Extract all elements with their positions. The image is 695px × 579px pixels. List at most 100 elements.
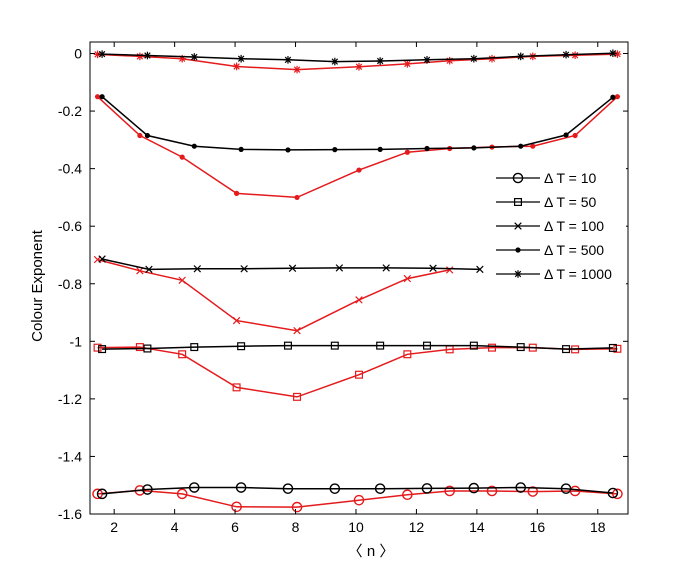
data-point — [282, 483, 294, 494]
data-point — [560, 483, 572, 494]
data-point — [145, 265, 153, 274]
data-point — [613, 344, 622, 353]
y-tick-label: -1.2 — [58, 391, 82, 407]
data-point — [563, 132, 569, 138]
x-tick-label: 8 — [292, 519, 300, 535]
data-point — [516, 52, 525, 61]
data-point — [377, 146, 383, 152]
data-point — [96, 488, 108, 500]
y-tick-label: -0.6 — [58, 218, 82, 234]
data-point — [237, 342, 246, 351]
data-point — [142, 484, 153, 495]
series-line — [97, 346, 618, 398]
series-circle-black — [96, 482, 619, 500]
data-point — [429, 264, 437, 272]
data-point — [355, 296, 363, 304]
series-square-red — [93, 343, 622, 401]
data-point — [232, 316, 241, 325]
data-point — [530, 143, 536, 149]
series-square-black — [98, 341, 617, 354]
legend-item: Δ T = 100 — [496, 218, 604, 234]
data-point — [135, 343, 144, 352]
legend-label: Δ T = 10 — [544, 170, 597, 186]
data-point — [374, 483, 386, 494]
data-point — [98, 50, 106, 58]
series-line — [97, 258, 450, 332]
legend-item: Δ T = 50 — [496, 194, 597, 210]
data-point — [144, 132, 151, 139]
data-point — [469, 341, 478, 350]
data-point — [190, 343, 199, 352]
data-point — [562, 345, 571, 354]
x-tick-label: 18 — [590, 519, 606, 535]
y-tick-label: -0.4 — [58, 161, 82, 177]
data-point — [356, 167, 362, 173]
data-point — [470, 54, 478, 63]
data-point — [402, 489, 413, 501]
data-point — [238, 146, 244, 152]
data-point — [283, 341, 292, 350]
data-point — [488, 54, 496, 63]
series-line — [101, 258, 480, 271]
series-line — [102, 486, 613, 495]
data-point — [518, 143, 524, 149]
data-point — [191, 143, 197, 149]
data-point — [137, 132, 143, 139]
y-tick-label: -0.2 — [58, 103, 82, 119]
legend-label: Δ T = 1000 — [544, 266, 612, 282]
data-point — [94, 94, 101, 100]
data-point — [610, 94, 616, 100]
data-point — [178, 276, 186, 285]
series-line — [102, 52, 613, 63]
data-point — [424, 145, 430, 152]
data-point — [293, 326, 301, 335]
data-point — [487, 343, 496, 352]
series-line — [97, 489, 618, 508]
x-tick-label: 12 — [409, 519, 425, 535]
series-star-black — [98, 49, 617, 66]
data-point — [288, 264, 297, 272]
data-point — [335, 264, 344, 272]
legend-marker — [514, 222, 522, 230]
data-point — [353, 494, 365, 506]
data-point — [143, 51, 152, 60]
data-point — [445, 266, 454, 274]
data-point — [293, 392, 302, 401]
x-tick-label: 4 — [171, 519, 179, 535]
data-point — [609, 49, 617, 58]
legend-marker — [514, 270, 522, 278]
data-point — [515, 482, 527, 493]
data-point — [233, 190, 240, 196]
data-point — [527, 486, 539, 497]
x-tick-label: 14 — [469, 519, 485, 535]
series-x-black — [98, 255, 484, 274]
data-point — [232, 383, 241, 392]
data-point — [179, 154, 185, 160]
data-point — [143, 344, 152, 353]
data-point — [403, 60, 412, 68]
data-point — [330, 341, 339, 350]
data-point — [376, 341, 385, 350]
legend-item: Δ T = 500 — [496, 242, 604, 258]
data-point — [193, 265, 202, 273]
series-layer — [92, 49, 623, 513]
data-point — [445, 56, 454, 65]
data-point — [136, 52, 144, 61]
data-point — [188, 482, 200, 493]
data-point — [572, 132, 578, 139]
legend-marker — [515, 247, 521, 253]
tick-layer: 2 4 6 8 10 12 14 16 18 0 -0.2 -0.4 -0.6 -0.8 -1 -1.2 -1.… — [58, 42, 628, 535]
data-point — [403, 274, 412, 283]
y-tick-label: -1.4 — [58, 448, 82, 464]
y-tick-label: -0.8 — [58, 276, 82, 292]
series-circle-red — [92, 485, 623, 513]
x-tick-label: 10 — [348, 519, 364, 535]
data-point — [468, 482, 480, 494]
data-point — [612, 488, 623, 500]
legend-label: Δ T = 50 — [544, 194, 597, 210]
data-point — [285, 147, 291, 153]
data-point — [423, 56, 431, 64]
x-axis-label: 〈 n 〉 — [348, 543, 395, 560]
data-point — [93, 343, 102, 352]
data-point — [562, 50, 570, 59]
